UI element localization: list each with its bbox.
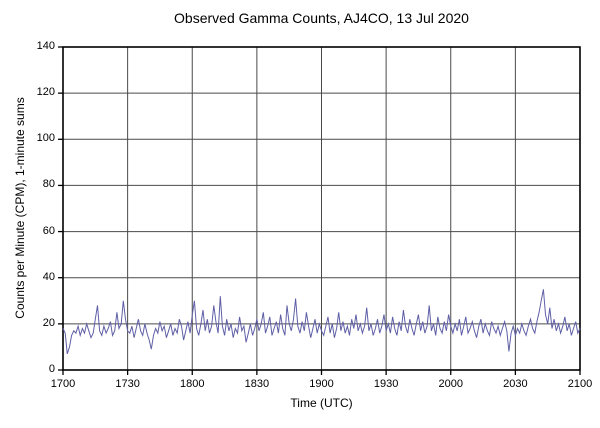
x-tick-label: 1800 bbox=[180, 378, 205, 390]
y-axis-label: Counts per Minute (CPM), 1-minute sums bbox=[13, 97, 27, 319]
x-tick-label: 2030 bbox=[503, 378, 528, 390]
y-tick-label: 20 bbox=[42, 316, 55, 329]
x-tick-label: 2100 bbox=[567, 378, 593, 390]
y-tick-label: 100 bbox=[36, 132, 55, 145]
plot-frame bbox=[62, 46, 581, 371]
y-tick-label: 80 bbox=[42, 178, 55, 191]
y-tick-label: 40 bbox=[42, 270, 55, 283]
x-tick-label: 2000 bbox=[438, 378, 463, 390]
y-tick-label: 0 bbox=[48, 363, 55, 375]
y-tick-label: 120 bbox=[36, 86, 55, 99]
y-tick-label: 60 bbox=[42, 224, 55, 237]
x-tick-label: 1900 bbox=[309, 378, 334, 390]
x-tick-label: 1700 bbox=[50, 378, 76, 390]
data-line-gamma-counts-cpm bbox=[62, 289, 581, 355]
x-tick-label: 1930 bbox=[373, 378, 399, 390]
chart-title: Observed Gamma Counts, AJ4CO, 13 Jul 202… bbox=[174, 10, 469, 26]
y-tick-label: 140 bbox=[36, 40, 55, 52]
x-tick-label: 1830 bbox=[244, 378, 270, 390]
x-tick-label: 1730 bbox=[115, 378, 140, 390]
x-axis-label: Time (UTC) bbox=[290, 396, 353, 410]
